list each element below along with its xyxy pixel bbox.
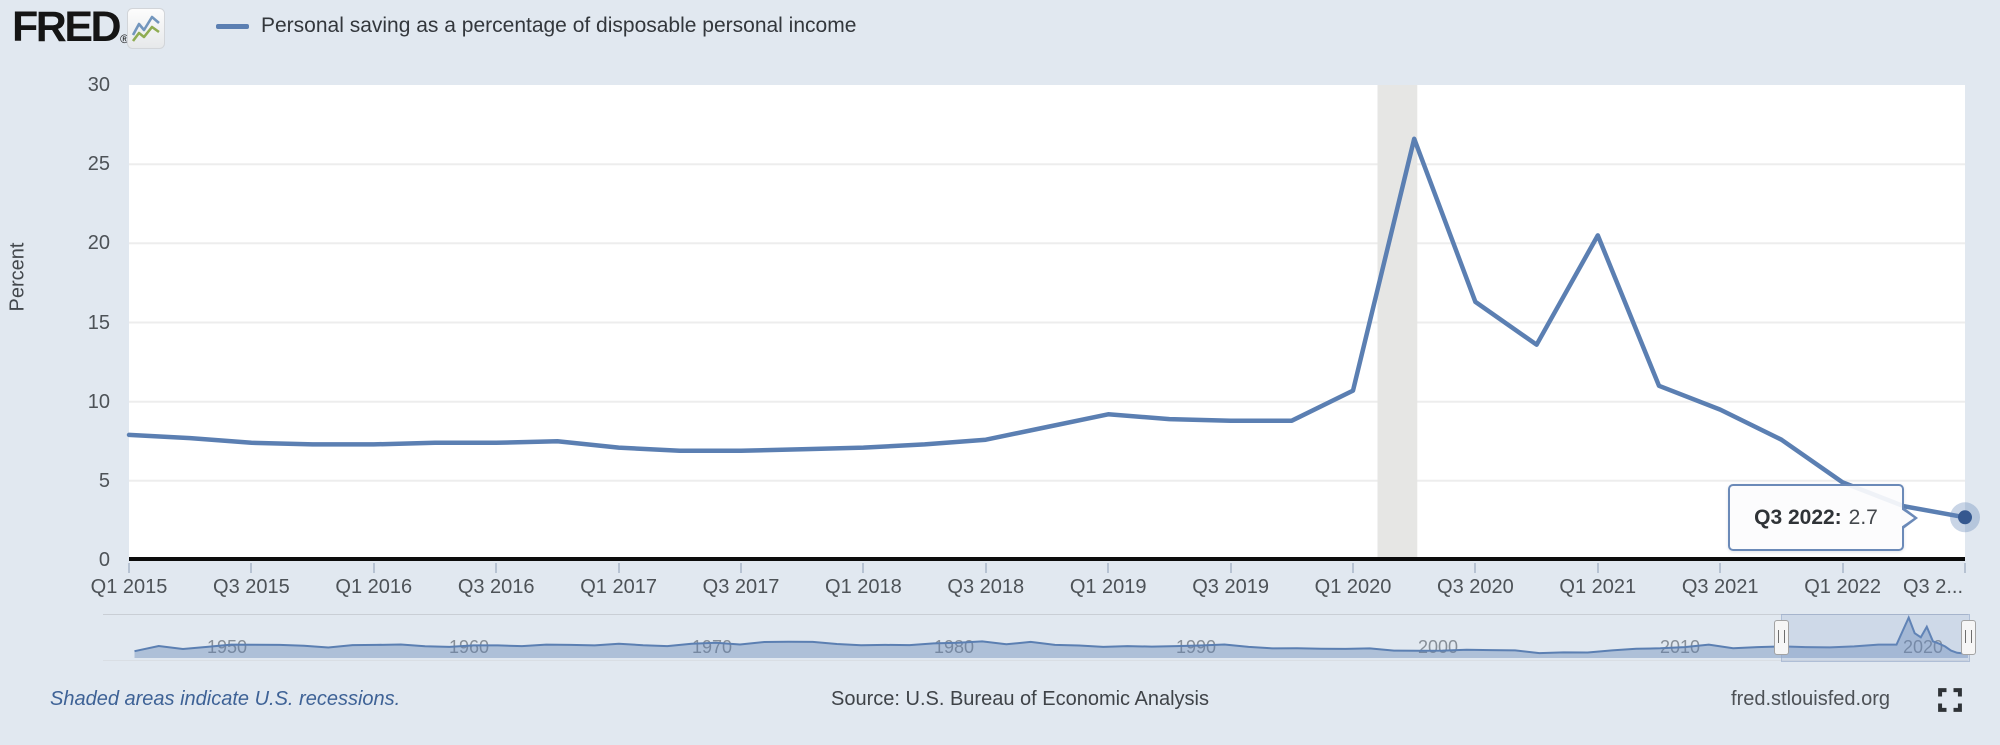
y-tick-label: 5	[98, 469, 110, 492]
x-tick-mark	[1107, 563, 1110, 573]
x-tick-mark	[128, 563, 130, 573]
x-tick-label: Q3 2019	[1192, 576, 1269, 598]
fred-wordmark: FRED	[12, 3, 122, 51]
footer: Shaded areas indicate U.S. recessions. S…	[0, 678, 2000, 724]
y-axis-title: Percent	[6, 242, 29, 312]
navigator-decade-label: 1990	[1176, 637, 1216, 658]
handle-grip-icon	[1778, 630, 1785, 643]
x-tick-mark	[495, 563, 498, 573]
series-legend: Personal saving as a percentage of dispo…	[216, 14, 856, 38]
legend-line-swatch	[216, 23, 249, 29]
y-tick-label: 20	[87, 232, 110, 255]
navigator-area	[134, 617, 1968, 658]
navigator-handle-left[interactable]	[1774, 620, 1789, 655]
x-tick-label: Q1 2015	[90, 576, 168, 598]
x-tick-mark	[1596, 563, 1599, 573]
tooltip-value: 2.7	[1848, 505, 1878, 529]
plot-area[interactable]	[126, 85, 1980, 560]
recession-band	[1377, 85, 1418, 560]
fred-logo[interactable]: FRED ®	[12, 4, 129, 50]
x-tick-label: Q3 2015	[213, 576, 290, 598]
x-tick-label: Q1 2019	[1069, 576, 1147, 598]
header: FRED ® Personal saving as a percentage o…	[0, 0, 2000, 58]
x-tick-label: Q3 2021	[1681, 576, 1759, 598]
range-navigator[interactable]: 19501960197019801990200020102020	[103, 614, 1976, 662]
last-point-marker	[1958, 510, 1972, 525]
navigator-decade-label: 1960	[449, 637, 489, 658]
x-tick-label: Q1 2020	[1314, 576, 1392, 598]
registered-trademark: ®	[120, 32, 129, 46]
x-tick-label: Q3 2016	[457, 576, 535, 598]
x-tick-label: Q3 2017	[702, 576, 780, 598]
fullscreen-button[interactable]	[1936, 686, 1964, 714]
y-tick-label: 0	[98, 549, 110, 571]
x-tick-label: Q3 2018	[947, 576, 1025, 598]
x-tick-label: Q3 2...	[1903, 576, 1964, 598]
navigator-decade-label: 1950	[207, 637, 247, 658]
y-tick-label: 25	[87, 153, 110, 176]
y-tick-label: 15	[87, 311, 110, 334]
x-tick-mark	[1352, 563, 1354, 573]
x-tick-mark	[1229, 563, 1232, 573]
fred-sparkline-icon	[127, 8, 165, 54]
tooltip-label: Q3 2022:	[1754, 505, 1842, 529]
x-tick-mark	[740, 563, 742, 573]
x-axis-baseline	[129, 557, 1965, 561]
legend-series-label: Personal saving as a percentage of dispo…	[261, 14, 857, 37]
navigator-decade-label: 2000	[1418, 637, 1459, 657]
x-tick-label: Q1 2017	[580, 576, 657, 598]
tooltip: Q3 2022: 2.7	[1728, 484, 1918, 551]
navigator-line	[134, 615, 1968, 655]
tooltip-arrow-fill	[1901, 508, 1914, 527]
x-tick-mark	[1841, 563, 1844, 573]
x-tick-label: Q1 2022	[1804, 576, 1881, 598]
navigator-decade-label: 1970	[692, 637, 732, 658]
navigator-handle-right[interactable]	[1961, 620, 1976, 655]
fred-site-link[interactable]: fred.stlouisfed.org	[1731, 688, 1890, 710]
x-tick-mark	[1719, 563, 1722, 573]
x-tick-mark	[617, 563, 620, 573]
y-tick-label: 10	[87, 390, 110, 413]
recessions-note-link[interactable]: Shaded areas indicate U.S. recessions.	[50, 688, 401, 710]
data-source-text[interactable]: Source: U.S. Bureau of Economic Analysis	[831, 688, 1209, 710]
x-tick-mark	[1474, 563, 1477, 573]
x-tick-mark	[1964, 563, 1966, 573]
handle-grip-icon	[1965, 630, 1972, 643]
navigator-selection[interactable]	[1781, 614, 1970, 662]
x-tick-label: Q3 2020	[1437, 576, 1514, 598]
x-tick-mark	[372, 563, 375, 573]
x-tick-label: Q1 2016	[335, 576, 413, 598]
x-tick-mark	[984, 563, 987, 573]
x-tick-label: Q1 2018	[825, 576, 902, 598]
series-line	[126, 136, 1968, 520]
x-tick-label: Q1 2021	[1559, 576, 1637, 598]
main-chart-svg	[126, 85, 1980, 560]
x-tick-mark	[250, 563, 253, 573]
navigator-chart-svg	[134, 615, 1968, 658]
y-tick-label: 30	[87, 74, 110, 96]
x-tick-mark	[862, 563, 865, 573]
